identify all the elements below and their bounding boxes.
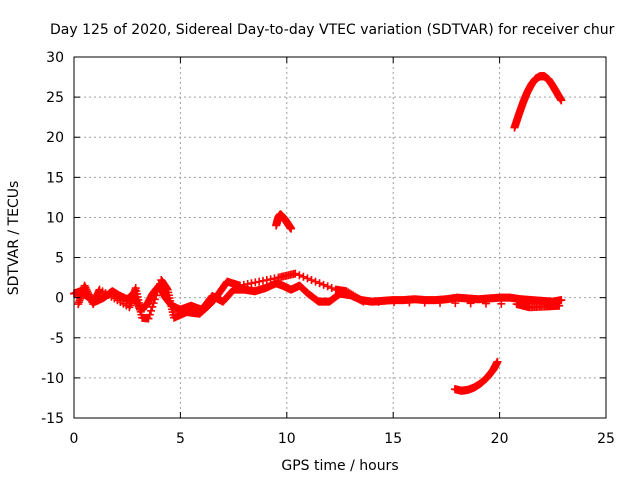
y-tick-label-4: 5 [55, 251, 64, 267]
y-axis-label: SDTVAR / TECUs [6, 181, 22, 296]
y-tick-label-5: 10 [46, 210, 64, 226]
data-point-interp [323, 282, 332, 291]
data-point-interp [154, 283, 163, 292]
axis-ticks: 0 5 10 15 20 25 -15 -10 -5 0 5 10 15 20 25 30 [41, 50, 615, 447]
data-point-interp [497, 299, 506, 308]
data-point-interp [420, 298, 429, 307]
data-point-interp [303, 274, 312, 283]
data-point [144, 314, 153, 323]
y-tick-label-6: 15 [46, 170, 64, 186]
data-point-interp [255, 277, 264, 286]
data-point-interp [152, 291, 161, 300]
data-point [493, 357, 502, 366]
data-point-interp [311, 277, 320, 286]
x-axis-label: GPS time / hours [281, 458, 398, 474]
data-point-interp [266, 275, 275, 284]
data-point-interp [262, 276, 271, 285]
plot-frame [73, 56, 607, 419]
data-point-interp [451, 299, 460, 308]
data-point-interp [307, 276, 316, 285]
data-point-interp [315, 279, 324, 288]
grid [74, 57, 606, 418]
data-point-interp [327, 284, 336, 293]
x-tick-label-1: 5 [176, 431, 185, 447]
data-point-interp [148, 302, 157, 311]
data-point-interp [295, 271, 304, 280]
series-1 [74, 269, 564, 323]
data-point [557, 96, 566, 105]
data-point [235, 281, 244, 290]
data-point-interp [83, 287, 92, 296]
data-point-interp [299, 272, 308, 281]
data-point-interp [405, 298, 414, 307]
data-point-interp [270, 274, 279, 283]
data-point-interp [243, 280, 252, 289]
data-point [359, 297, 368, 306]
series-0 [70, 279, 566, 314]
data-point-interp [357, 296, 366, 305]
y-tick-label-9: 30 [46, 50, 64, 66]
data-point-interp [145, 310, 154, 319]
data-point-interp [81, 283, 90, 292]
data-point-interp [319, 280, 328, 289]
series-2 [272, 210, 296, 233]
y-tick-label-7: 20 [46, 130, 64, 146]
data-point [291, 269, 300, 278]
y-tick-label-2: -5 [50, 331, 64, 347]
data-point-interp [84, 290, 93, 299]
data-point-interp [251, 278, 260, 287]
data-point [80, 281, 89, 290]
data-point [287, 224, 296, 233]
data-point-interp [147, 306, 156, 315]
data-points [70, 72, 566, 395]
data-point-interp [374, 297, 383, 306]
data-point-interp [436, 298, 445, 307]
y-tick-label-8: 25 [46, 90, 64, 106]
data-point-interp [247, 279, 256, 288]
data-point-interp [153, 287, 162, 296]
data-point-interp [466, 299, 475, 308]
x-tick-label-4: 20 [491, 431, 509, 447]
series-3 [450, 357, 502, 395]
y-tick-label-1: -10 [41, 371, 64, 387]
x-tick-label-0: 0 [70, 431, 79, 447]
data-point-interp [150, 295, 159, 304]
chart-title: Day 125 of 2020, Sidereal Day-to-day VTE… [50, 22, 615, 38]
data-point-interp [258, 276, 267, 285]
x-tick-label-5: 25 [597, 431, 615, 447]
data-point-interp [82, 285, 91, 294]
series-4 [510, 72, 566, 132]
x-tick-label-3: 15 [384, 431, 402, 447]
data-point-interp [390, 298, 399, 307]
x-tick-label-2: 10 [278, 431, 296, 447]
data-point [555, 301, 564, 310]
data-point-interp [239, 280, 248, 289]
data-point-interp [149, 299, 158, 308]
data-point [557, 296, 566, 305]
data-point-interp [481, 299, 490, 308]
data-point-interp [84, 289, 93, 298]
y-tick-label-0: -15 [41, 411, 64, 427]
y-tick-label-3: 0 [55, 291, 64, 307]
